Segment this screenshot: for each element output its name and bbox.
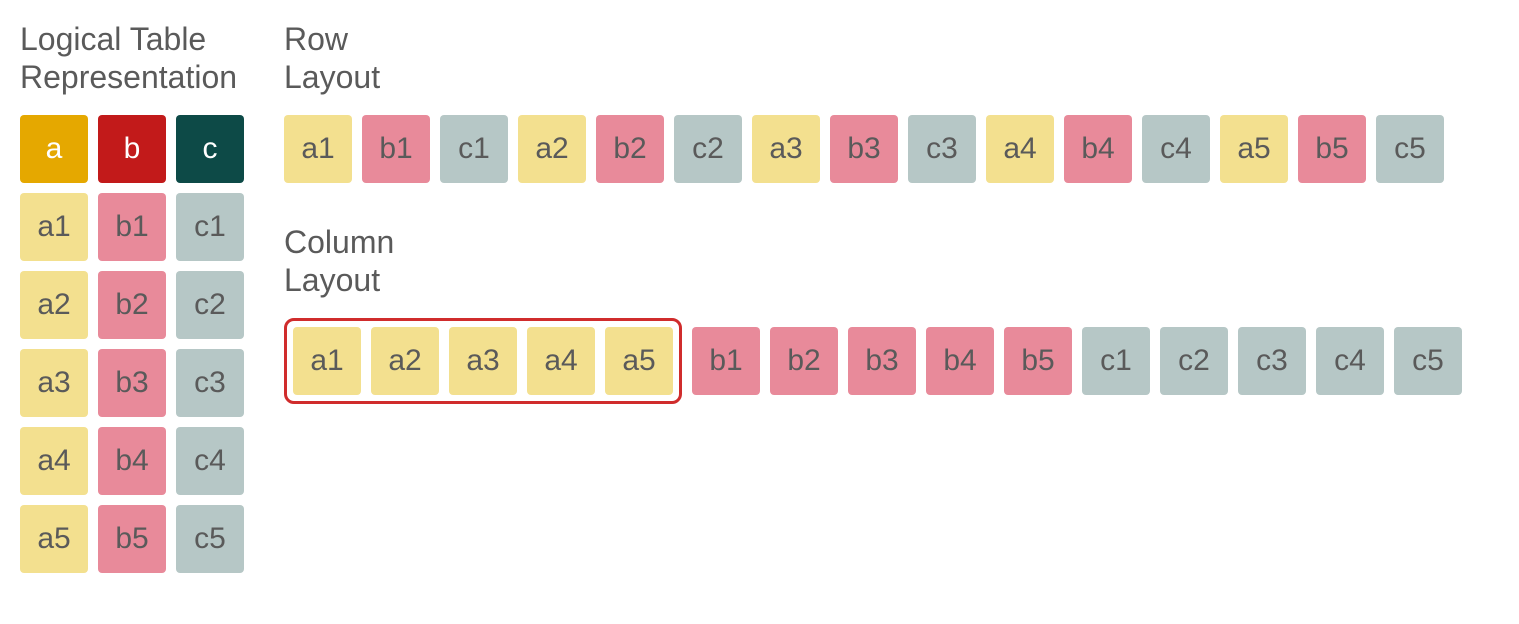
row-layout-cell: c2 xyxy=(674,115,742,183)
column-layout-cell: b4 xyxy=(926,327,994,395)
layouts-section: Row Layout a1b1c1a2b2c2a3b3c3a4b4c4a5b5c… xyxy=(284,20,1462,573)
column-layout-cell: a4 xyxy=(527,327,595,395)
column-layout-cell: c3 xyxy=(1238,327,1306,395)
column-layout-title: Column Layout xyxy=(284,223,1462,300)
column-layout-strip: a1a2a3a4a5 b1b2b3b4b5c1c2c3c4c5 xyxy=(284,318,1462,404)
row-layout-cell: b2 xyxy=(596,115,664,183)
diagram-container: Logical Table Representation abca1b1c1a2… xyxy=(20,20,1499,573)
table-data-cell: b5 xyxy=(98,505,166,573)
table-data-cell: c3 xyxy=(176,349,244,417)
table-data-cell: a4 xyxy=(20,427,88,495)
row-layout-cell: a3 xyxy=(752,115,820,183)
logical-table-section: Logical Table Representation abc a1b1c1 a2… xyxy=(20,20,244,573)
row-layout-cell: a2 xyxy=(518,115,586,183)
column-layout-cell: b3 xyxy=(848,327,916,395)
row-layout-title: Row Layout xyxy=(284,20,1462,97)
table-data-cell: c4 xyxy=(176,427,244,495)
table-data-cell: b1 xyxy=(98,193,166,261)
column-layout-cell: b2 xyxy=(770,327,838,395)
logical-table-grid: abc a1b1c1 a2b2c2 a3b3c3 a4b4c4 a5b5c5 xyxy=(20,115,244,573)
row-layout-cell: c4 xyxy=(1142,115,1210,183)
table-data-cell: a2 xyxy=(20,271,88,339)
row-layout-cell: a1 xyxy=(284,115,352,183)
column-layout-cell: a5 xyxy=(605,327,673,395)
table-header-cell: c xyxy=(176,115,244,183)
column-layout-cell: c5 xyxy=(1394,327,1462,395)
logical-table-title: Logical Table Representation xyxy=(20,20,244,97)
column-layout-cell: c1 xyxy=(1082,327,1150,395)
table-data-cell: a5 xyxy=(20,505,88,573)
table-data-cell: b4 xyxy=(98,427,166,495)
row-layout-strip: a1b1c1a2b2c2a3b3c3a4b4c4a5b5c5 xyxy=(284,115,1462,183)
column-rest-strip: b1b2b3b4b5c1c2c3c4c5 xyxy=(692,327,1462,395)
table-header-cell: a xyxy=(20,115,88,183)
row-layout-cell: b1 xyxy=(362,115,430,183)
row-layout-cell: c3 xyxy=(908,115,976,183)
table-data-cell: c1 xyxy=(176,193,244,261)
column-layout-cell: c2 xyxy=(1160,327,1228,395)
column-layout-cell: c4 xyxy=(1316,327,1384,395)
row-layout-cell: a4 xyxy=(986,115,1054,183)
row-layout-cell: c1 xyxy=(440,115,508,183)
column-layout-cell: a1 xyxy=(293,327,361,395)
table-data-cell: c5 xyxy=(176,505,244,573)
row-layout-cell: b3 xyxy=(830,115,898,183)
column-layout-cell: b1 xyxy=(692,327,760,395)
column-layout-cell: b5 xyxy=(1004,327,1072,395)
table-data-cell: c2 xyxy=(176,271,244,339)
row-layout-cell: b5 xyxy=(1298,115,1366,183)
table-data-cell: a3 xyxy=(20,349,88,417)
column-layout-cell: a2 xyxy=(371,327,439,395)
table-data-cell: b2 xyxy=(98,271,166,339)
row-layout-cell: b4 xyxy=(1064,115,1132,183)
row-layout-cell: a5 xyxy=(1220,115,1288,183)
column-layout-cell: a3 xyxy=(449,327,517,395)
table-data-cell: a1 xyxy=(20,193,88,261)
row-layout-cell: c5 xyxy=(1376,115,1444,183)
table-data-cell: b3 xyxy=(98,349,166,417)
column-highlight-box: a1a2a3a4a5 xyxy=(284,318,682,404)
table-header-cell: b xyxy=(98,115,166,183)
